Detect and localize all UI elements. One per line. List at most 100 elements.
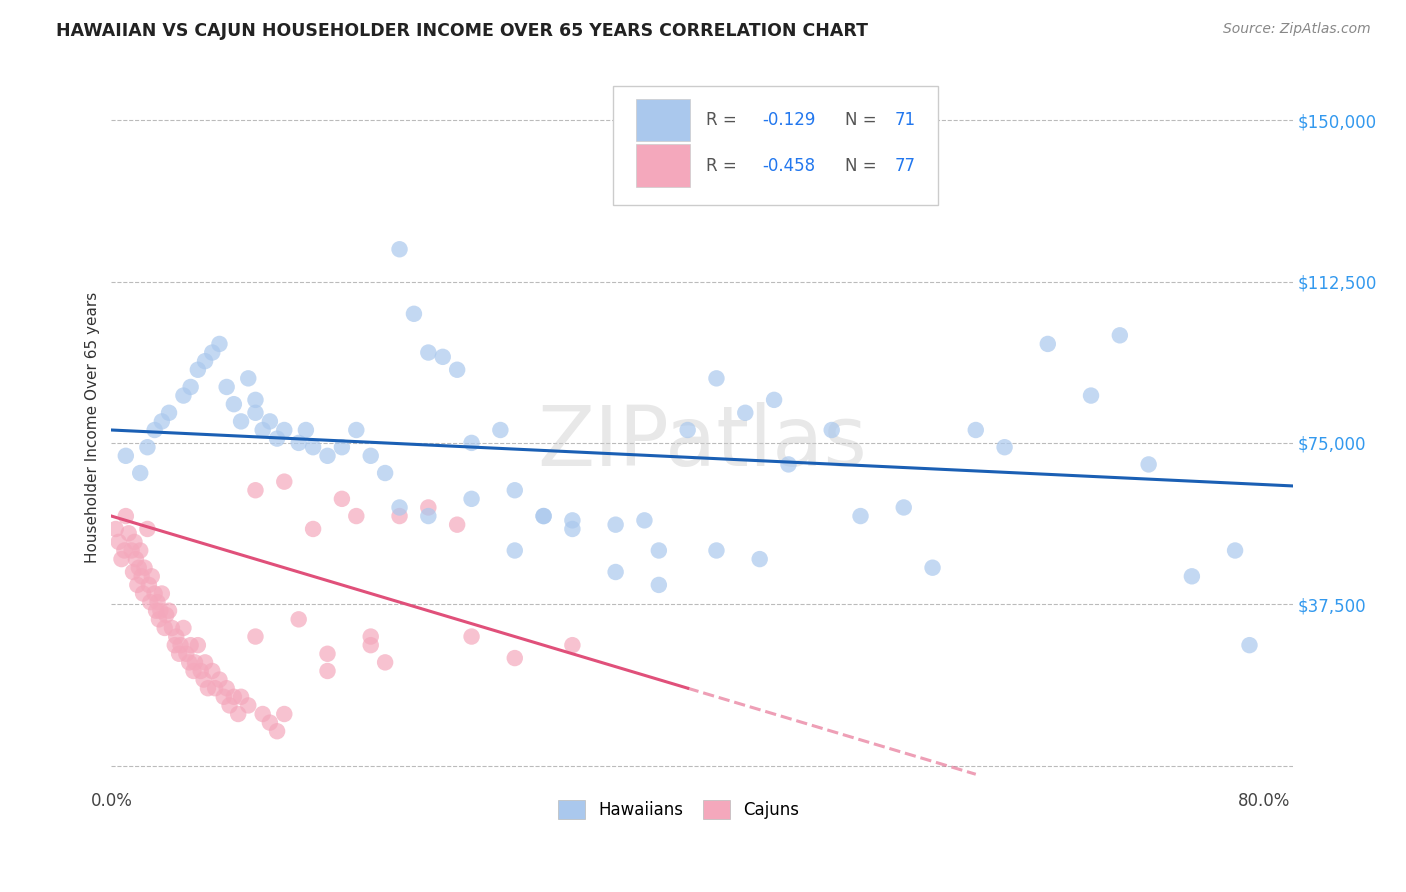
Point [489, 423, 512, 437]
Point [503, 483, 526, 498]
Point [676, 423, 699, 437]
Point [388, 500, 411, 515]
Point [295, 423, 318, 437]
Point [287, 436, 309, 450]
Point [344, 509, 367, 524]
Point [460, 491, 482, 506]
Point [131, 569, 153, 583]
Point [139, 595, 162, 609]
Point [169, 638, 191, 652]
Point [114, 449, 136, 463]
Point [160, 621, 183, 635]
Point [561, 522, 583, 536]
Point [388, 509, 411, 524]
Point [763, 392, 786, 407]
Point [778, 458, 800, 472]
Point [1223, 543, 1246, 558]
Point [163, 638, 186, 652]
Point [360, 449, 382, 463]
FancyBboxPatch shape [613, 87, 938, 205]
Point [993, 440, 1015, 454]
Point [287, 612, 309, 626]
Point [176, 647, 198, 661]
Point [197, 681, 219, 696]
Point [388, 242, 411, 256]
Point [229, 690, 252, 704]
Point [148, 612, 170, 626]
Point [418, 345, 440, 359]
Point [112, 543, 135, 558]
Point [402, 307, 425, 321]
Point [316, 647, 339, 661]
Point [184, 656, 207, 670]
Point [252, 706, 274, 721]
Point [143, 423, 166, 437]
Point [172, 621, 194, 635]
Point [146, 595, 169, 609]
Point [180, 380, 202, 394]
Point [218, 698, 240, 713]
Point [374, 656, 396, 670]
Point [238, 371, 260, 385]
Point [533, 509, 555, 524]
Point [648, 578, 671, 592]
Point [266, 724, 288, 739]
Point [503, 651, 526, 665]
Point [273, 706, 295, 721]
Point [706, 543, 728, 558]
Point [204, 681, 226, 696]
Point [460, 436, 482, 450]
Point [849, 509, 872, 524]
Point [208, 337, 231, 351]
Point [114, 509, 136, 524]
Point [215, 380, 238, 394]
Point [245, 406, 267, 420]
Point [172, 388, 194, 402]
Point [193, 673, 215, 687]
Point [107, 534, 129, 549]
Point [360, 630, 382, 644]
Point [360, 638, 382, 652]
Point [150, 414, 173, 428]
Point [118, 526, 141, 541]
Point [136, 440, 159, 454]
Point [302, 522, 325, 536]
Point [129, 543, 152, 558]
Text: -0.129: -0.129 [762, 112, 815, 129]
Point [226, 706, 249, 721]
Text: 71: 71 [894, 112, 915, 129]
Text: HAWAIIAN VS CAJUN HOUSEHOLDER INCOME OVER 65 YEARS CORRELATION CHART: HAWAIIAN VS CAJUN HOUSEHOLDER INCOME OVE… [56, 22, 869, 40]
Point [344, 423, 367, 437]
Point [222, 690, 245, 704]
Point [1137, 458, 1160, 472]
Point [153, 621, 176, 635]
Point [149, 604, 172, 618]
Point [245, 630, 267, 644]
Point [128, 560, 150, 574]
Point [330, 440, 353, 454]
Point [187, 363, 209, 377]
Point [110, 552, 132, 566]
Point [129, 466, 152, 480]
Text: ZIPatlas: ZIPatlas [537, 401, 868, 483]
Point [201, 664, 224, 678]
Text: Source: ZipAtlas.com: Source: ZipAtlas.com [1223, 22, 1371, 37]
Text: 77: 77 [894, 156, 915, 175]
Point [446, 363, 468, 377]
Point [1080, 388, 1102, 402]
Point [460, 630, 482, 644]
Point [633, 513, 655, 527]
Point [273, 423, 295, 437]
Point [605, 565, 627, 579]
Point [533, 509, 555, 524]
Point [201, 345, 224, 359]
Point [259, 715, 281, 730]
Point [141, 569, 163, 583]
Point [138, 578, 160, 592]
Point [316, 664, 339, 678]
Point [706, 371, 728, 385]
Text: R =: R = [706, 156, 741, 175]
Point [1108, 328, 1130, 343]
Point [252, 423, 274, 437]
Point [183, 664, 205, 678]
